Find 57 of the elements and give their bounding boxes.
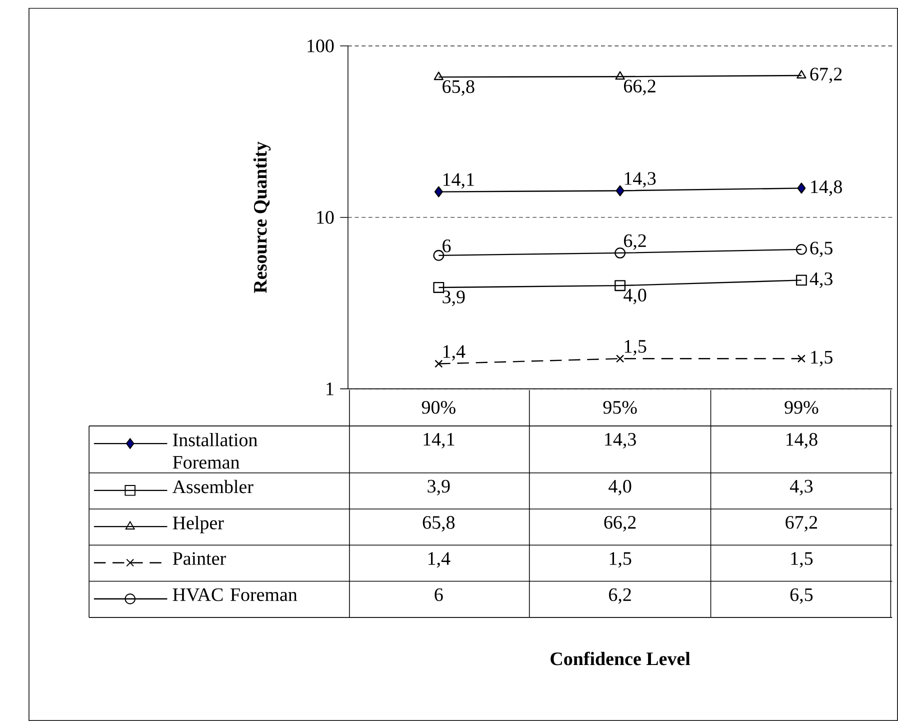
point	[797, 354, 806, 363]
legend-label: Assembler	[172, 480, 254, 494]
text: 1,5	[624, 340, 646, 356]
text: 14,1	[443, 173, 474, 189]
text: 14,3	[624, 172, 656, 188]
text: 4,3	[810, 272, 832, 288]
point	[797, 182, 806, 194]
text: Confidence Level	[550, 652, 690, 666]
data-label: 14,3	[605, 432, 636, 448]
y-tick-label: 10	[317, 210, 334, 224]
point	[615, 71, 625, 80]
point	[796, 70, 806, 79]
y-tick-label: 100	[308, 39, 334, 52]
point	[796, 244, 807, 255]
x-tick-label: 90%	[422, 400, 456, 414]
legend-label: Installation Foreman	[172, 432, 258, 469]
text: 65,8	[442, 80, 474, 96]
data-label: 1,4	[428, 552, 450, 568]
data-label: 1,5	[610, 552, 632, 568]
text: 67,2	[810, 68, 842, 84]
text: 14,8	[811, 180, 842, 196]
point	[616, 354, 624, 363]
point	[796, 274, 807, 286]
point	[434, 360, 443, 368]
data-label: 67,2	[786, 516, 818, 532]
data-label: 6,5	[790, 588, 813, 604]
text: 1,5	[811, 350, 832, 366]
data-label: 65,8	[422, 516, 455, 532]
text: 4,0	[624, 288, 646, 304]
data-label: 1,5	[791, 552, 813, 568]
x-tick-label: 95%	[603, 400, 637, 414]
legend-label: Helper	[172, 516, 224, 534]
data-label: 3,9	[428, 480, 450, 496]
text: 1,4	[443, 345, 466, 361]
y-tick-label: 1	[326, 382, 334, 396]
x-tick-label: 99%	[784, 400, 818, 414]
data-label: 14,8	[786, 432, 818, 449]
legend-label: Painter	[172, 552, 226, 565]
point	[614, 247, 626, 258]
data-label: 14,1	[424, 432, 454, 448]
legend-label: HVAC Foreman	[172, 588, 298, 602]
text: 3,9	[442, 290, 465, 306]
point	[434, 72, 444, 80]
text: 66,2	[624, 80, 656, 96]
y-axis-title: Resource Quantity	[253, 142, 271, 294]
point	[433, 250, 444, 261]
text: 6,5	[810, 242, 832, 258]
data-label: 6	[434, 588, 443, 602]
data-label: 4,0	[608, 480, 632, 496]
point	[434, 186, 443, 198]
text: 6	[442, 240, 451, 252]
point	[616, 185, 624, 196]
point	[433, 282, 444, 293]
data-label: 6,2	[609, 588, 631, 604]
data-label: 4,3	[790, 480, 813, 496]
data-label: 66,2	[604, 516, 636, 532]
text: 6,2	[624, 234, 646, 250]
